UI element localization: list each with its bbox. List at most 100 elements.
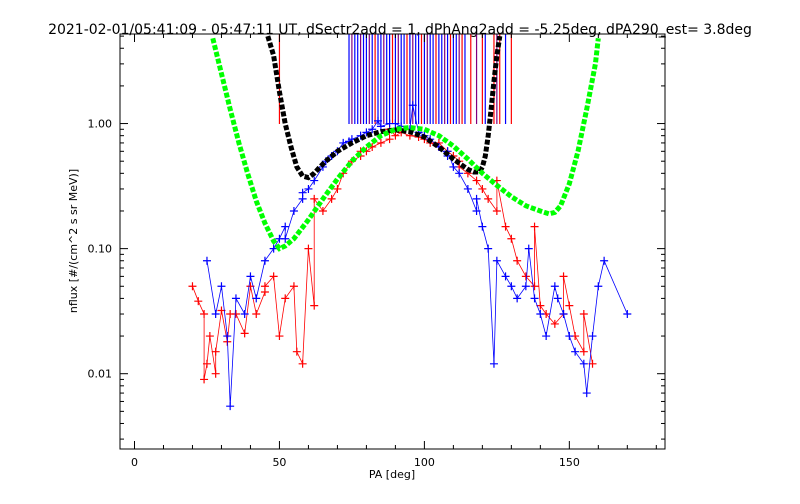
data-point-red-14 [275,332,284,341]
data-point-red-49 [530,282,539,291]
data-point-red-22 [333,184,342,193]
data-point-blue-24 [376,122,385,131]
data-point-blue-49 [559,310,568,319]
y-tick-label-0: 0.01 [88,368,113,381]
data-point-blue-67 [524,244,533,253]
data-point-blue-57 [226,402,235,411]
data-point-red-43 [484,194,493,203]
data-point-red-52 [550,319,559,328]
series-blue-line [206,105,628,407]
data-point-red-28 [376,138,385,147]
data-point-blue-46 [536,310,545,319]
data-point-red-58 [200,375,209,384]
data-point-red-13 [269,272,278,281]
data-point-blue-41 [501,272,510,281]
data-point-blue-11 [281,222,290,231]
data-point-red-44 [492,206,501,215]
x-tick-label-3: 150 [559,456,580,469]
data-point-blue-7 [252,294,261,303]
data-point-blue-66 [489,359,498,368]
y-tick-label-2: 1.00 [88,118,113,131]
x-tick-label-0: 0 [131,456,138,469]
data-point-blue-15 [310,176,319,185]
data-point-red-18 [304,244,313,253]
x-tick-label-1: 50 [272,456,286,469]
data-point-red-46 [507,234,516,243]
data-point-red-29 [385,135,394,144]
x-tick-label-2: 100 [414,456,435,469]
data-point-red-11 [252,310,261,319]
data-point-blue-3 [223,332,232,341]
data-point-blue-54 [594,282,603,291]
data-point-blue-56 [623,310,632,319]
data-point-blue-36 [463,184,472,193]
data-point-red-0 [188,282,197,291]
data-point-red-61 [260,282,269,291]
data-point-blue-38 [478,222,487,231]
data-point-red-2 [200,310,209,319]
data-point-red-60 [226,310,235,319]
data-point-red-5 [211,369,220,378]
data-point-red-16 [289,282,298,291]
data-point-blue-23 [368,125,377,134]
fit-curve-black [265,35,503,181]
data-point-blue-55 [600,256,609,265]
data-point-blue-1 [211,310,220,319]
marker-lines [278,34,512,124]
data-point-red-3 [202,359,211,368]
data-point-red-1 [194,297,203,306]
data-point-blue-2 [217,282,226,291]
data-series [188,101,632,411]
data-point-blue-50 [565,332,574,341]
chart-title: 2021-02-01/05:41:09 - 05:47:11 UT, dSect… [48,22,752,38]
y-axis-label: nflux [#/(cm^2 s sr MeV)] [67,169,80,313]
data-point-blue-62 [374,116,383,125]
data-point-blue-47 [542,332,551,341]
y-tick-label-1: 0.10 [88,243,113,256]
data-point-blue-4 [231,294,240,303]
data-point-blue-43 [513,294,522,303]
data-point-blue-6 [246,272,255,281]
plot-frame [119,33,666,450]
series-red-line [192,128,593,380]
data-point-blue-52 [579,359,588,368]
data-point-blue-34 [449,162,458,171]
data-point-blue-14 [304,184,313,193]
data-point-blue-12 [289,206,298,215]
data-point-blue-48 [550,282,559,291]
data-point-blue-51 [571,347,580,356]
data-point-blue-5 [240,310,249,319]
data-point-red-54 [565,301,574,310]
x-axis-label: PA [deg] [369,468,415,481]
data-point-blue-63 [408,101,417,110]
data-point-red-42 [478,184,487,193]
data-point-red-47 [513,256,522,265]
data-point-red-45 [501,222,510,231]
data-point-red-17 [298,359,307,368]
data-point-blue-58 [281,234,290,243]
data-point-blue-53 [588,332,597,341]
data-point-red-9 [240,329,249,338]
data-point-blue-65 [472,194,481,203]
data-point-blue-35 [455,169,464,178]
data-point-red-41 [472,176,481,185]
data-point-red-30 [391,131,400,140]
data-point-red-62 [292,347,301,356]
data-point-red-48 [521,272,530,281]
data-point-red-4 [205,332,214,341]
data-point-red-69 [530,222,539,231]
data-point-red-15 [281,294,290,303]
data-point-red-20 [318,206,327,215]
data-point-blue-0 [202,256,211,265]
data-point-red-59 [211,347,220,356]
data-point-red-50 [536,301,545,310]
data-point-red-70 [559,272,568,281]
data-point-blue-40 [492,256,501,265]
data-point-blue-37 [472,206,481,215]
data-point-red-19 [310,301,319,310]
fit-curve-green [210,37,601,252]
data-point-blue-68 [553,294,562,303]
data-point-blue-42 [507,282,516,291]
data-point-blue-59 [298,188,307,197]
